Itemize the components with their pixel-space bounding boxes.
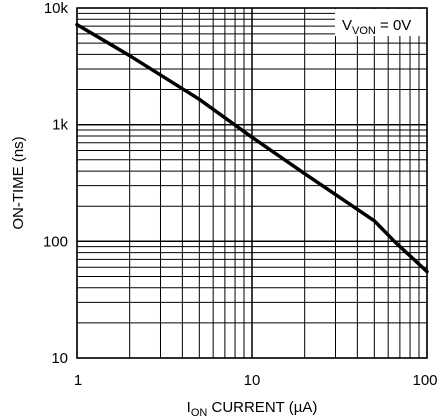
y-tick-labels: 10 100 1k 10k [43,0,69,367]
x-axis-title-rest: CURRENT (µA) [207,399,317,416]
x-tick-label: 1 [74,372,82,389]
x-axis-title-main: I [187,399,191,416]
y-tick-label: 10k [44,0,69,17]
y-tick-label: 100 [43,233,68,250]
x-tick-label: 100 [412,372,437,389]
y-tick-label: 1k [52,117,68,134]
x-tick-label: 10 [244,372,261,389]
grid-lines [76,7,428,359]
annotation-main: V [342,17,352,34]
annotation-box: VVON = 0V [335,9,426,37]
annotation-label: VVON = 0V [342,17,411,37]
y-axis-title: ON-TIME (ns) [10,136,27,229]
annotation-rest: = 0V [376,17,411,34]
annotation-sub: VON [352,25,376,37]
x-tick-labels: 1 10 100 [74,372,438,389]
on-time-curve [75,22,429,274]
y-tick-label: 10 [51,350,68,367]
x-axis-title-sub: ON [191,407,208,418]
plot-frame [76,7,428,359]
x-axis-title: ION CURRENT (µA) [187,399,318,418]
